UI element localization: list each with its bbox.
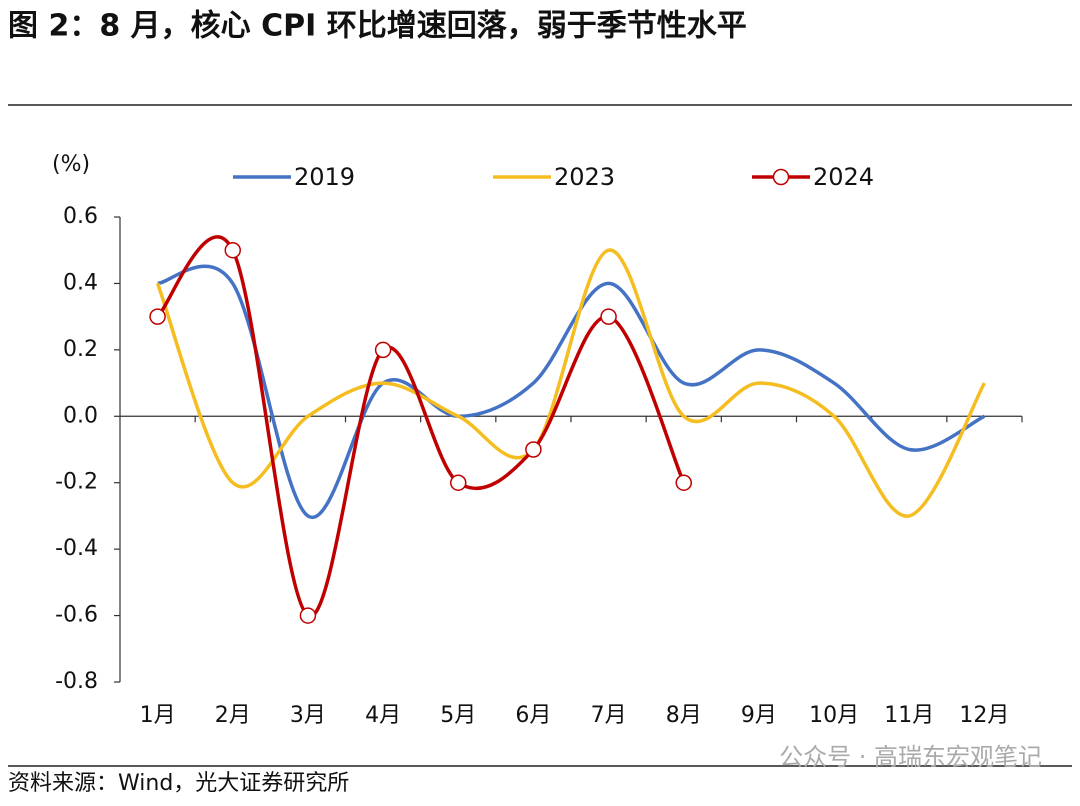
x-tick-label: 1月 (140, 703, 176, 728)
x-tick-label: 11月 (884, 703, 934, 728)
legend-label: 2024 (813, 163, 874, 191)
legend-label: 2019 (294, 163, 355, 191)
x-tick-label: 4月 (365, 703, 401, 728)
legend-label: 2023 (554, 163, 615, 191)
y-tick-label: 0.0 (63, 403, 98, 428)
point-marker (149, 308, 166, 325)
y-tick-label: -0.2 (55, 470, 98, 495)
point-marker (374, 341, 392, 359)
point-marker (299, 607, 317, 624)
source: 资料来源：Wind，光大证券研究所 (8, 771, 349, 796)
chart-title: 图 2：8 月，核心 CPI 环比增速回落，弱于季节性水平 (8, 9, 747, 44)
point-marker (675, 474, 692, 491)
series-line (155, 248, 986, 518)
y-tick-label: 0.4 (63, 270, 98, 295)
y-tick-label: -0.6 (55, 603, 98, 628)
y-tick-label: -0.8 (55, 669, 98, 694)
x-tick-label: 2月 (215, 703, 251, 728)
point-marker (600, 308, 617, 325)
watermark: 公众号 · 高瑞东宏观笔记 (779, 743, 1042, 771)
x-tick-label: 9月 (741, 703, 777, 728)
point-marker (224, 241, 241, 259)
y-tick-label: 0.2 (63, 337, 98, 362)
x-tick-label: 7月 (591, 703, 627, 728)
point-marker (525, 441, 542, 458)
x-tick-label: 10月 (809, 703, 859, 728)
x-tick-label: 12月 (959, 703, 1009, 728)
legend-marker (772, 168, 790, 186)
x-tick-label: 8月 (666, 703, 702, 728)
y-axis-label: (%) (52, 152, 90, 177)
y-tick-label: -0.4 (55, 536, 98, 561)
x-tick-label: 5月 (440, 703, 476, 728)
y-tick-label: 0.6 (63, 204, 98, 229)
point-marker (450, 474, 467, 491)
x-tick-label: 6月 (515, 703, 551, 728)
x-tick-label: 3月 (290, 703, 326, 728)
series-line (157, 264, 986, 520)
